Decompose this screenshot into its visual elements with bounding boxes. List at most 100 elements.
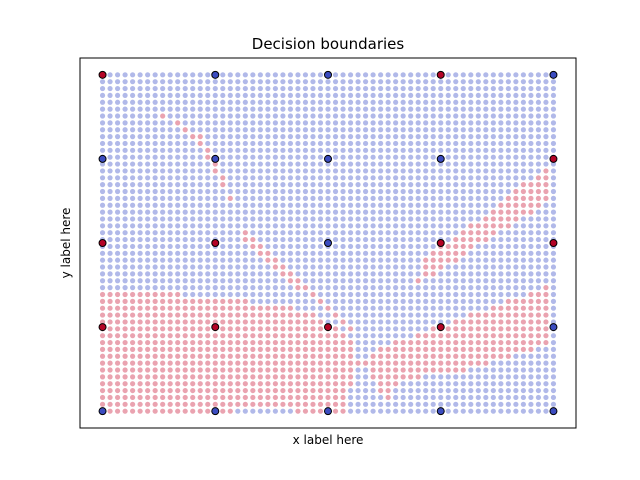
mesh-point	[250, 285, 256, 291]
mesh-point	[468, 85, 474, 92]
mesh-point	[302, 106, 309, 112]
mesh-point	[310, 106, 316, 112]
mesh-point	[122, 312, 128, 318]
mesh-point	[513, 209, 519, 215]
mesh-point	[340, 394, 346, 401]
mesh-point	[175, 353, 181, 359]
mesh-point	[205, 312, 211, 318]
mesh-point	[445, 236, 451, 243]
mesh-point	[445, 175, 451, 181]
mesh-point	[325, 353, 331, 359]
mesh-point	[167, 326, 173, 332]
mesh-point	[513, 182, 519, 188]
mesh-point	[490, 79, 496, 85]
mesh-point	[355, 147, 361, 153]
mesh-point	[415, 291, 421, 298]
mesh-point	[498, 264, 504, 270]
mesh-point	[145, 127, 151, 133]
mesh-point	[490, 326, 496, 332]
mesh-point	[182, 360, 188, 366]
mesh-point	[220, 401, 226, 407]
mesh-point	[378, 367, 384, 373]
mesh-point	[114, 394, 121, 401]
mesh-point	[235, 92, 241, 99]
mesh-point	[430, 175, 436, 181]
mesh-point	[347, 188, 354, 195]
mesh-point	[114, 92, 121, 99]
mesh-point	[130, 236, 136, 243]
mesh-point	[513, 140, 519, 147]
mesh-point	[340, 202, 346, 208]
mesh-point	[340, 278, 346, 284]
mesh-point	[325, 106, 331, 112]
mesh-point	[460, 106, 466, 112]
mesh-point	[287, 394, 294, 401]
mesh-point	[197, 182, 203, 188]
mesh-point	[99, 285, 106, 291]
mesh-point	[152, 230, 158, 236]
mesh-point	[528, 99, 534, 105]
mesh-point	[362, 99, 369, 105]
mesh-point	[468, 333, 474, 339]
mesh-point	[205, 360, 211, 366]
mesh-point	[272, 140, 278, 147]
mesh-point	[220, 291, 226, 298]
mesh-point	[182, 367, 188, 373]
mesh-point	[490, 85, 496, 92]
mesh-point	[220, 408, 226, 414]
mesh-point	[295, 79, 301, 85]
mesh-point	[205, 271, 211, 277]
mesh-point	[550, 298, 557, 304]
mesh-point	[378, 147, 384, 153]
mesh-point	[423, 202, 429, 208]
mesh-point	[332, 257, 339, 263]
mesh-point	[114, 291, 121, 298]
mesh-point	[340, 92, 346, 99]
mesh-point	[528, 175, 534, 181]
mesh-point	[122, 236, 128, 243]
mesh-point	[423, 367, 429, 373]
mesh-point	[362, 230, 369, 236]
mesh-point	[205, 367, 211, 373]
mesh-point	[408, 271, 414, 277]
mesh-point	[370, 250, 376, 256]
mesh-point	[317, 353, 324, 359]
mesh-point	[107, 353, 113, 359]
mesh-point	[385, 381, 391, 387]
mesh-point	[490, 72, 496, 78]
mesh-point	[295, 85, 301, 92]
mesh-point	[107, 99, 113, 105]
mesh-point	[250, 113, 256, 119]
mesh-point	[99, 175, 106, 181]
mesh-point	[520, 271, 526, 277]
mesh-point	[468, 113, 474, 119]
mesh-point	[453, 230, 459, 236]
mesh-point	[520, 394, 526, 401]
mesh-point	[220, 113, 226, 119]
mesh-point	[505, 85, 511, 92]
mesh-point	[325, 134, 331, 140]
mesh-point	[362, 278, 369, 284]
mesh-point	[505, 257, 511, 263]
mesh-point	[543, 79, 549, 85]
mesh-point	[122, 305, 128, 311]
mesh-point	[535, 72, 542, 78]
mesh-point	[137, 223, 143, 229]
mesh-point	[528, 285, 534, 291]
mesh-point	[167, 278, 173, 284]
mesh-point	[257, 381, 263, 387]
mesh-point	[265, 195, 271, 201]
mesh-point	[287, 257, 294, 263]
mesh-point	[152, 127, 158, 133]
mesh-point	[445, 278, 451, 284]
mesh-point	[280, 271, 286, 277]
mesh-point	[242, 264, 248, 270]
mesh-point	[107, 278, 113, 284]
mesh-point	[347, 140, 354, 147]
mesh-point	[317, 374, 324, 380]
mesh-point	[543, 182, 549, 188]
mesh-point	[190, 209, 196, 215]
mesh-point	[520, 257, 526, 263]
mesh-point	[520, 285, 526, 291]
mesh-point	[535, 120, 542, 126]
